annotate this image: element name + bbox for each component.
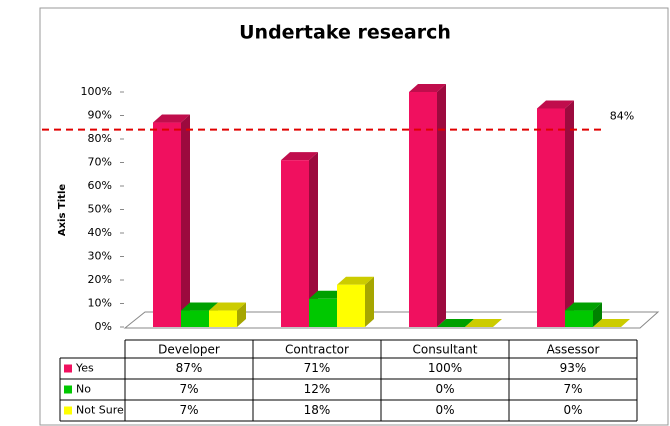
bar-top: [281, 152, 318, 161]
bar-top: [437, 319, 474, 327]
table-value: 7%: [179, 403, 198, 417]
y-tick-label: 50%: [88, 203, 112, 216]
bar-top: [337, 276, 374, 285]
bar: [409, 92, 437, 327]
bar-side: [181, 114, 190, 327]
floor: [123, 311, 660, 329]
table-value: 87%: [176, 361, 203, 375]
table-value: 7%: [563, 382, 582, 396]
category-label: Assessor: [547, 343, 600, 357]
y-tick-label: 10%: [88, 297, 112, 310]
bar: [337, 284, 365, 327]
bar: [309, 298, 337, 327]
legend-label: Not Sure: [76, 404, 124, 417]
bar-top: [153, 114, 190, 123]
bar-side: [309, 152, 318, 327]
table-value: 12%: [304, 382, 331, 396]
table-value: 18%: [304, 403, 331, 417]
bar-top: [309, 290, 346, 299]
y-tick-label: 40%: [88, 226, 112, 239]
bar-side: [365, 276, 374, 327]
y-tick-label: 30%: [88, 250, 112, 263]
bar-side: [237, 302, 246, 327]
table-value: 100%: [428, 361, 462, 375]
chart-title: Undertake research: [239, 22, 451, 44]
y-tick-label: 70%: [88, 156, 112, 169]
table-value: 7%: [179, 382, 198, 396]
table-value: 0%: [563, 403, 582, 417]
bar-top: [593, 319, 630, 327]
table-value: 71%: [304, 361, 331, 375]
table-value: 0%: [435, 403, 454, 417]
y-tick-label: 20%: [88, 273, 112, 286]
y-tick-label: 80%: [88, 132, 112, 145]
bar-top: [537, 100, 574, 109]
bar-side: [437, 84, 446, 327]
legend-swatch: [64, 406, 72, 415]
bar-side: [565, 100, 574, 327]
legend-label: Yes: [75, 362, 94, 375]
table-value: 93%: [560, 361, 587, 375]
bar-top: [465, 319, 502, 327]
table-value: 0%: [435, 382, 454, 396]
legend-swatch: [64, 385, 72, 394]
bar-top: [565, 302, 602, 311]
y-tick-label: 90%: [88, 109, 112, 122]
bar-top: [181, 302, 218, 311]
bar: [153, 122, 181, 327]
y-tick-label: 100%: [81, 85, 112, 98]
category-label: Contractor: [285, 343, 349, 357]
bar: [565, 310, 593, 327]
bar-top: [209, 302, 246, 311]
bar: [209, 310, 237, 327]
category-label: Developer: [158, 343, 220, 357]
y-axis-title: Axis Title: [57, 184, 68, 237]
bar: [181, 310, 209, 327]
y-tick-label: 60%: [88, 179, 112, 192]
legend-swatch: [64, 364, 72, 373]
bar-top: [409, 84, 446, 92]
bar: [537, 108, 565, 327]
reference-label: 84%: [610, 110, 634, 123]
bar: [281, 160, 309, 327]
bar-side: [593, 302, 602, 327]
y-tick-label: 0%: [95, 320, 112, 333]
category-label: Consultant: [413, 343, 478, 357]
legend-label: No: [76, 383, 91, 396]
